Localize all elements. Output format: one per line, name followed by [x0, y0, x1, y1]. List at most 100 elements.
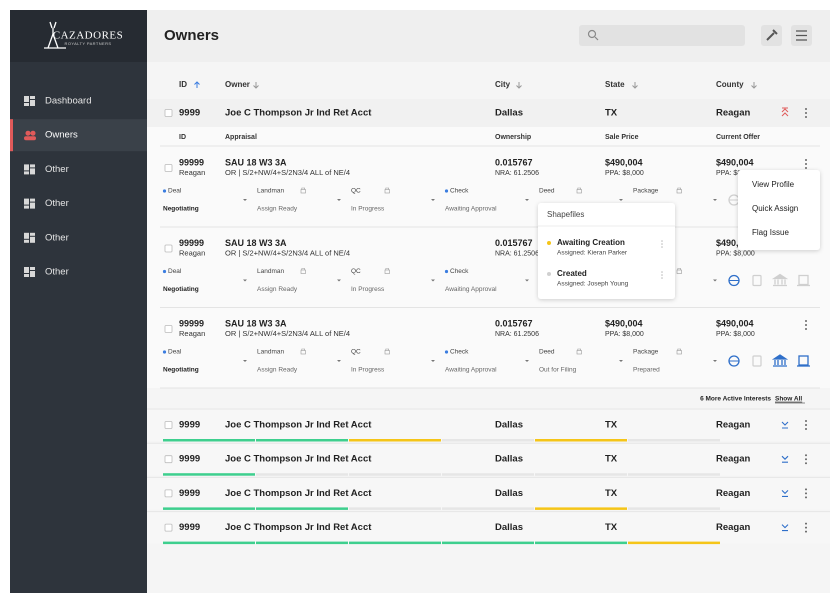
- stage-caret[interactable]: [525, 279, 529, 282]
- more-dot[interactable]: [805, 530, 807, 533]
- menu-item[interactable]: View Profile: [752, 180, 795, 189]
- interest-appraisal: SAU 18 W3 3A: [225, 238, 287, 248]
- expand-icon[interactable]: [781, 421, 789, 429]
- nav-icon: [30, 100, 35, 106]
- more-dot[interactable]: [805, 167, 807, 169]
- checkbox[interactable]: [164, 489, 173, 498]
- stage-caret[interactable]: [243, 199, 247, 201]
- stage-caret[interactable]: [713, 279, 717, 282]
- stage-caret[interactable]: [431, 279, 435, 282]
- more-dot[interactable]: [805, 522, 807, 525]
- more-dot[interactable]: [805, 116, 807, 118]
- progress-segment: [256, 473, 348, 476]
- more-dot[interactable]: [805, 462, 807, 465]
- more-dot[interactable]: [805, 496, 807, 499]
- progress-segment: [442, 473, 534, 476]
- nav-item[interactable]: Owners: [45, 130, 78, 141]
- stage-caret[interactable]: [337, 360, 341, 362]
- interest-offer: $490,004: [716, 157, 754, 167]
- stage-caret[interactable]: [243, 360, 247, 362]
- collapse-icon[interactable]: [781, 107, 789, 117]
- nav-item[interactable]: Other: [45, 267, 69, 278]
- stage-caret[interactable]: [619, 199, 623, 201]
- book-icon[interactable]: [798, 274, 809, 286]
- stage-dot: [162, 350, 167, 354]
- more-dot[interactable]: [805, 112, 807, 114]
- checkbox[interactable]: [164, 455, 173, 464]
- menu-item[interactable]: Flag Issue: [752, 228, 789, 237]
- interest-ownership: 0.015767: [495, 238, 533, 248]
- stage-caret[interactable]: [525, 360, 529, 362]
- progress-segment: [163, 439, 255, 442]
- more-dot[interactable]: [805, 526, 807, 529]
- stage-label: Landman: [257, 349, 284, 356]
- nav-icon: [24, 96, 29, 102]
- stage-caret[interactable]: [713, 360, 717, 362]
- stage-caret[interactable]: [337, 279, 341, 282]
- menu-item[interactable]: Quick Assign: [752, 204, 798, 213]
- more-dot[interactable]: [805, 488, 807, 491]
- expand-icon[interactable]: [781, 524, 789, 532]
- row-id: 9999: [179, 454, 200, 465]
- more-dot[interactable]: [805, 428, 807, 430]
- stage-caret[interactable]: [431, 199, 435, 201]
- stage-caret[interactable]: [619, 360, 623, 362]
- doc-icon[interactable]: [752, 355, 762, 367]
- bank-icon[interactable]: [771, 273, 789, 287]
- nav-icon: [24, 232, 29, 239]
- lock-icon: [384, 350, 390, 355]
- stage-caret[interactable]: [713, 199, 717, 201]
- stage-label: Deal: [168, 349, 182, 356]
- more-dot[interactable]: [805, 320, 807, 322]
- sub-column-header: Appraisal: [225, 134, 257, 141]
- lock-icon: [300, 269, 306, 274]
- stage-status: In Progress: [351, 206, 385, 213]
- expand-icon[interactable]: [781, 455, 789, 463]
- stage-label: Package: [633, 349, 659, 356]
- stage-label: Landman: [257, 268, 284, 275]
- more-dot[interactable]: [805, 420, 807, 422]
- checkbox[interactable]: [164, 421, 173, 429]
- row-city: Dallas: [495, 488, 523, 499]
- row-state: TX: [605, 454, 618, 465]
- search-box[interactable]: [579, 25, 745, 46]
- stage-status: Negotiating: [163, 206, 199, 213]
- checkbox[interactable]: [164, 244, 173, 253]
- more-dot[interactable]: [805, 458, 807, 461]
- nav-icon: [24, 164, 29, 171]
- stage-caret[interactable]: [337, 199, 341, 201]
- interest-county: Reagan: [179, 248, 205, 257]
- checkbox[interactable]: [164, 325, 173, 333]
- checkbox[interactable]: [164, 523, 173, 532]
- more-dot[interactable]: [805, 424, 807, 426]
- more-dot[interactable]: [805, 324, 807, 326]
- doc-icon[interactable]: [752, 274, 762, 287]
- more-dot[interactable]: [805, 159, 807, 161]
- show-all-link[interactable]: Show All: [775, 396, 802, 403]
- interest-legal: OR | S/2+NW/4+S/2N3/4 ALL of NE/4: [225, 329, 350, 338]
- nav-icon: [25, 130, 31, 136]
- stage-status: Negotiating: [163, 286, 199, 293]
- stage-caret[interactable]: [243, 279, 247, 282]
- stage-caret[interactable]: [431, 360, 435, 362]
- checkbox[interactable]: [164, 109, 173, 117]
- more-dot[interactable]: [805, 163, 807, 165]
- book-icon[interactable]: [798, 355, 809, 366]
- more-dot[interactable]: [805, 108, 807, 110]
- more-dot[interactable]: [805, 454, 807, 457]
- more-dot[interactable]: [805, 492, 807, 495]
- interest-county: Reagan: [179, 329, 205, 338]
- expand-icon[interactable]: [781, 490, 789, 497]
- nav-icon: [24, 205, 29, 209]
- nav-item[interactable]: Other: [45, 198, 69, 209]
- bank-icon[interactable]: [771, 354, 789, 367]
- stage-caret[interactable]: [525, 199, 529, 201]
- stage-label: Deal: [168, 268, 182, 275]
- nav-item[interactable]: Dashboard: [45, 96, 91, 107]
- nav-item[interactable]: Other: [45, 232, 69, 243]
- nav-item[interactable]: Other: [45, 164, 69, 175]
- nav-icon: [24, 267, 29, 273]
- more-dot[interactable]: [805, 328, 807, 330]
- checkbox[interactable]: [164, 164, 173, 172]
- progress-segment: [628, 541, 720, 545]
